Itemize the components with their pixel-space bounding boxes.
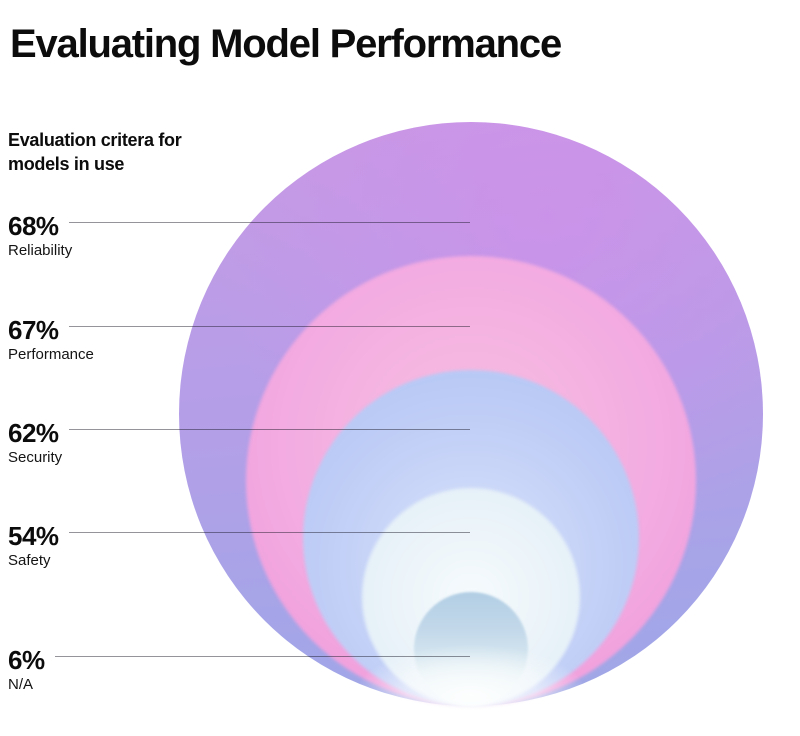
percent-value: 54%	[8, 521, 59, 551]
label-row-na: 6% N/A	[8, 645, 470, 694]
leader-line	[54, 656, 470, 657]
chart-subtitle-line-1: Evaluation critera for	[8, 130, 182, 150]
label-row-performance: 67% Performance	[8, 315, 470, 364]
chart-subtitle: Evaluation critera for models in use	[8, 128, 182, 176]
chart-subtitle-line-2: models in use	[8, 154, 125, 174]
category-label: Safety	[8, 552, 51, 569]
category-label: Reliability	[8, 242, 73, 259]
label-row-reliability: 68% Reliability	[8, 211, 470, 260]
leader-line	[68, 326, 470, 327]
percent-value: 6%	[8, 645, 45, 675]
label-row-security: 62% Security	[8, 418, 470, 467]
percent-value: 68%	[8, 211, 59, 241]
leader-line	[68, 429, 470, 430]
category-label: N/A	[8, 676, 34, 693]
percent-value: 67%	[8, 315, 59, 345]
leader-line	[68, 532, 470, 533]
category-label: Security	[8, 449, 63, 466]
percent-value: 62%	[8, 418, 59, 448]
leader-line	[68, 222, 470, 223]
page-title: Evaluating Model Performance	[10, 22, 562, 66]
bottom-glow-highlight	[356, 645, 586, 736]
label-row-safety: 54% Safety	[8, 521, 470, 570]
category-label: Performance	[8, 346, 94, 363]
